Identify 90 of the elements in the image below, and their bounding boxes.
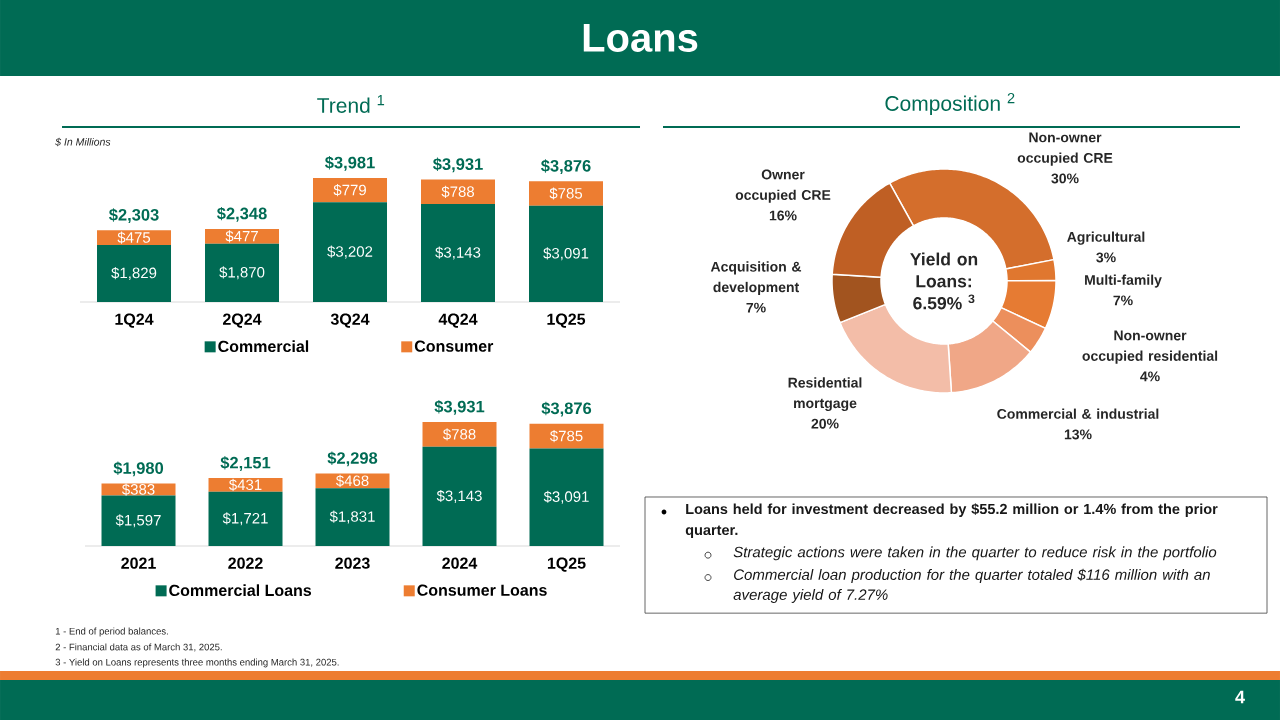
slice-label: Acquisition & development	[710, 261, 802, 295]
chart-title: Composition $^{2}$	[885, 92, 1015, 116]
bar	[529, 423, 604, 449]
legend-label: Consumer	[414, 340, 494, 352]
text: 1 - End of period balances.	[55, 627, 168, 637]
x-tick-label: 2Q24	[222, 313, 262, 328]
chart-subtitle: Trend $^{1}$	[317, 95, 385, 113]
x-tick-label: 3Q24	[330, 313, 370, 328]
data-label: $3,091	[543, 247, 589, 261]
bar	[205, 228, 280, 244]
x-tick-label: 4Q24	[438, 313, 478, 328]
data-label: $383	[121, 483, 155, 496]
data-label: $1,597	[115, 514, 161, 528]
data-label: $3,202	[327, 245, 373, 259]
x-tick-label: 1Q25	[547, 557, 586, 572]
data-label: $1,829	[111, 266, 157, 281]
data-label: 20%	[811, 418, 839, 429]
bar	[421, 204, 495, 302]
bar	[529, 181, 603, 206]
slice-label: Non-owner occupied residential	[1082, 330, 1218, 364]
bar	[97, 230, 172, 246]
data-label: $779	[333, 184, 366, 197]
data-label: $1,831	[329, 510, 375, 524]
data-label: $788	[441, 185, 475, 198]
data-label: $468	[335, 474, 369, 487]
text: $ In Millions	[55, 137, 111, 147]
bar	[422, 421, 497, 447]
slice-label: Agricultural	[1067, 231, 1145, 245]
data-label: $1,870	[219, 266, 265, 280]
chart-title: Loans	[583, 24, 698, 52]
total-label: $2,348	[217, 206, 267, 222]
slice-label: Non-owner occupied CRE	[1017, 132, 1113, 166]
bar	[422, 446, 497, 546]
data-label: $785	[549, 430, 583, 443]
data-label: $3,091	[543, 490, 589, 504]
data-label: 4%	[1140, 371, 1160, 382]
data-label: $3,143	[435, 246, 481, 260]
bar	[315, 488, 390, 546]
data-label: $3,143	[436, 489, 482, 503]
data-label: 13%	[1064, 429, 1092, 440]
bar	[529, 205, 603, 302]
bar	[101, 495, 176, 546]
text: Yield on Loans: 6.59% $^{3}$	[910, 252, 978, 310]
total-label: $3,931	[432, 157, 483, 173]
x-tick-label: 1Q24	[115, 313, 154, 328]
bar	[97, 245, 172, 302]
text: Commercial loan production for the quarter totaled $116 million with an average yield of 7.27%	[733, 568, 1210, 603]
x-tick-label: 2021	[121, 557, 156, 569]
text: Loans held for investment decreased by $55.2 million or 1.4% from the prior quarter.	[685, 503, 1218, 538]
total-label: $3,876	[541, 401, 592, 417]
total-label: $1,980	[113, 461, 164, 477]
total-label: $2,151	[220, 456, 271, 471]
text: Strategic actions were taken in the quarter to reduce risk in the portfolio	[733, 546, 1217, 561]
x-tick-label: 2022	[228, 557, 263, 569]
bar	[208, 478, 283, 492]
text: 3 - Yield on Loans represents three months ending March 31, 2025.	[55, 658, 339, 668]
legend-label: Consumer Loans	[417, 584, 547, 596]
data-label: $475	[117, 231, 151, 244]
slice-label: Commercial & industrial	[997, 408, 1159, 419]
data-label: $477	[225, 230, 258, 243]
total-label: $2,303	[109, 208, 159, 224]
data-label: $431	[228, 478, 262, 491]
bar	[313, 202, 387, 302]
total-label: $3,931	[434, 399, 485, 415]
data-label: 16%	[769, 210, 797, 221]
bar	[313, 177, 387, 203]
x-tick-label: 2024	[442, 557, 478, 569]
data-label: $788	[442, 428, 476, 441]
slice-label: Residential mortgage	[788, 377, 862, 411]
total-label: $3,876	[540, 159, 591, 175]
bar	[205, 243, 280, 302]
slice-label: Multi-family	[1085, 274, 1162, 288]
bar	[529, 448, 604, 546]
data-label: $785	[549, 187, 583, 200]
data-label: 7%	[746, 302, 766, 313]
data-label: 3%	[1096, 252, 1116, 263]
legend-label: Commercial	[218, 340, 309, 353]
total-label: $2,298	[327, 451, 378, 467]
data-label: 7%	[1113, 295, 1133, 306]
x-tick-label: 2023	[335, 557, 370, 569]
x-tick-label: 1Q25	[547, 313, 586, 328]
slice-label: Owner occupied CRE	[735, 169, 831, 203]
legend-label: Commercial Loans	[169, 584, 312, 597]
data-label: 30%	[1051, 173, 1079, 184]
bar	[208, 491, 283, 546]
total-label: $3,981	[324, 155, 375, 171]
data-label: $1,721	[222, 512, 268, 526]
bar	[421, 179, 495, 205]
text: 2 - Financial data as of March 31, 2025.	[55, 643, 222, 652]
text: 4	[1235, 690, 1245, 704]
